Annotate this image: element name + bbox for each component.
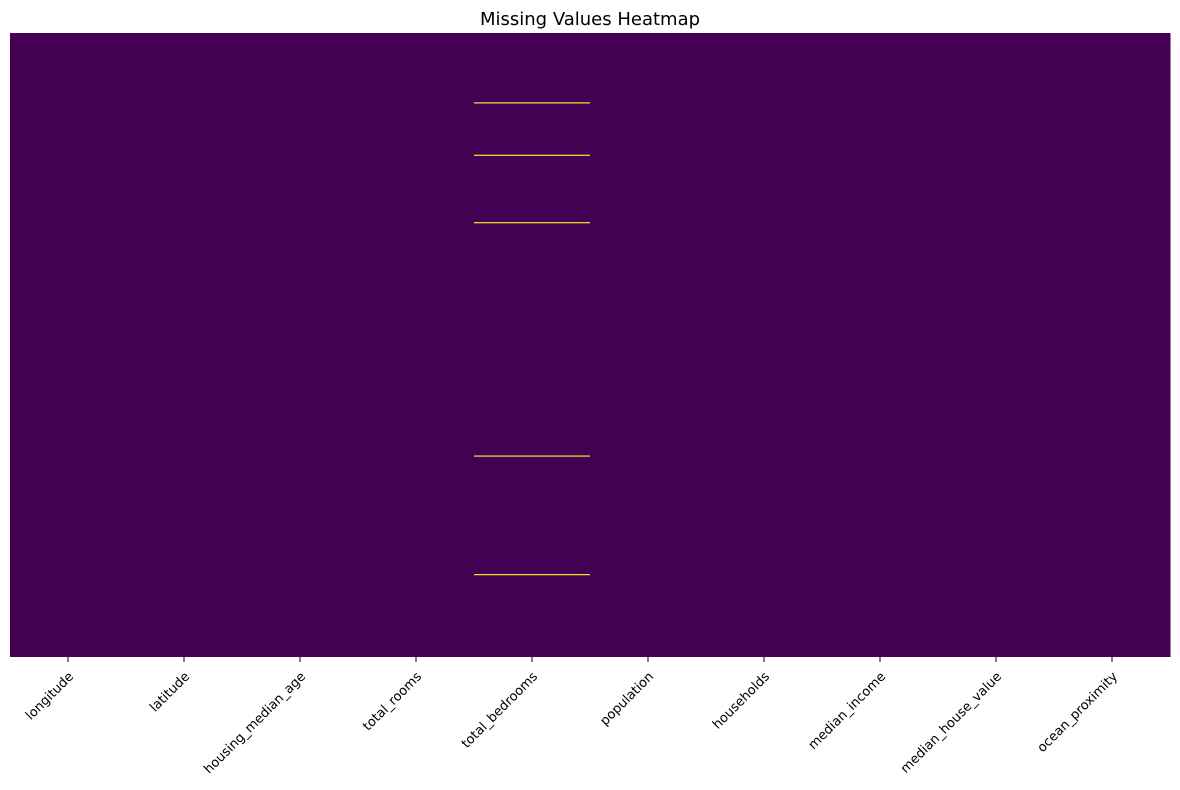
x-tick-label: median_income — [806, 669, 889, 752]
missing-value-mark — [474, 574, 590, 576]
heatmap-column-longitude — [10, 33, 127, 657]
missing-value-mark — [474, 102, 590, 104]
x-tick-label: median_house_value — [898, 669, 1005, 776]
heatmap-column-housing-median-age — [242, 33, 359, 657]
missing-value-mark — [474, 222, 590, 224]
heatmap-column-median-income — [822, 33, 939, 657]
x-tick-label: latitude — [147, 669, 193, 715]
heatmap-column-total-bedrooms — [474, 33, 591, 657]
x-tick-label: ocean_proximity — [1035, 669, 1122, 756]
plot-area — [10, 33, 1171, 657]
x-tick-label: longitude — [23, 669, 77, 723]
missing-value-mark — [474, 154, 590, 156]
heatmap-column-median-house-value — [938, 33, 1055, 657]
x-tick-label: households — [710, 669, 773, 732]
missing-value-mark — [474, 455, 590, 457]
x-tick-label: total_bedrooms — [459, 669, 541, 751]
heatmap-column-total-rooms — [358, 33, 475, 657]
x-axis: longitude latitude housing_median_age total… — [23, 657, 1121, 777]
heatmap-column-ocean-proximity — [1054, 33, 1171, 657]
x-tick-label: population — [598, 669, 658, 729]
heatmap-column-households — [706, 33, 823, 657]
heatmap-column-latitude — [126, 33, 243, 657]
chart-title: Missing Values Heatmap — [480, 9, 700, 30]
x-tick-label: total_rooms — [360, 669, 425, 734]
heatmap-column-population — [590, 33, 707, 657]
x-tick-label: housing_median_age — [201, 669, 309, 777]
